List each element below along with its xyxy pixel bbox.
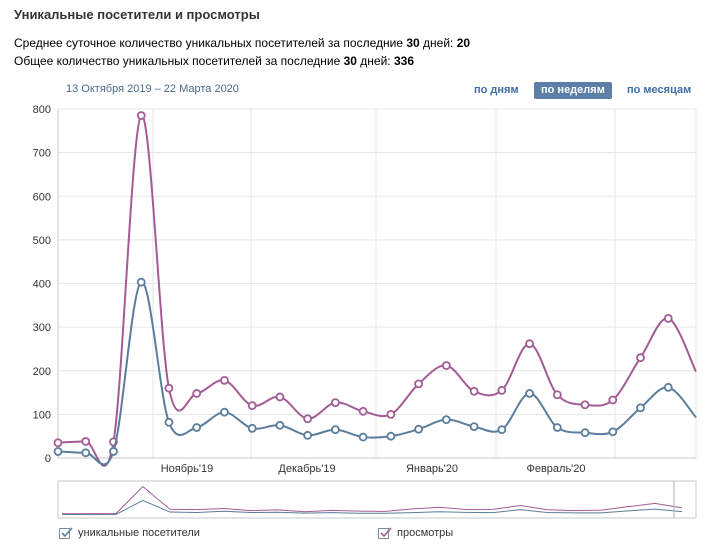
grid xyxy=(57,108,697,459)
series xyxy=(53,111,697,467)
x-tick-label: Декабрь'19 xyxy=(278,463,335,475)
data-point-views xyxy=(81,437,91,446)
navigator-line-visitors xyxy=(61,499,683,516)
y-tick-label: 800 xyxy=(33,104,51,116)
checkmark-icon xyxy=(61,526,73,537)
data-point-visitors xyxy=(386,431,396,441)
legend-views-toggle[interactable]: просмотры xyxy=(378,526,453,540)
date-range-label: 13 Октября 2019 – 22 Марта 2020 xyxy=(66,83,239,95)
views-checkbox[interactable] xyxy=(378,526,392,539)
x-tick-label: Январь'20 xyxy=(406,463,458,475)
data-point-views xyxy=(414,379,424,389)
y-tick-label: 100 xyxy=(33,409,51,421)
data-point-views xyxy=(663,313,673,323)
stat1-days: 30 xyxy=(406,36,420,50)
y-tick-label: 400 xyxy=(33,279,51,291)
data-point-views xyxy=(164,383,174,393)
checkmark-icon xyxy=(380,526,392,537)
data-point-views xyxy=(358,406,368,416)
data-point-visitors xyxy=(469,422,479,431)
data-point-views xyxy=(386,409,396,419)
stat2-value: 336 xyxy=(393,54,414,68)
data-point-visitors xyxy=(497,425,507,435)
visitors-checkbox[interactable] xyxy=(59,526,73,539)
data-point-views xyxy=(303,414,313,424)
data-point-views xyxy=(53,438,63,448)
data-point-views xyxy=(247,401,257,411)
data-point-visitors xyxy=(414,424,424,434)
data-point-views xyxy=(220,375,229,385)
legend-visitors-toggle[interactable]: уникальные посетители xyxy=(59,526,200,540)
data-point-views xyxy=(497,385,507,395)
legend-visitors-label: уникальные посетители xyxy=(78,527,200,539)
x-tick-label: Февраль'20 xyxy=(526,463,585,475)
y-tick-label: 300 xyxy=(33,322,51,334)
data-point-visitors xyxy=(81,448,91,458)
x-tick-label: Ноябрь'19 xyxy=(161,463,214,475)
y-tick-label: 200 xyxy=(33,366,51,378)
stat1-text: Среднее суточное количество уникальных п… xyxy=(14,36,407,50)
data-point-views xyxy=(192,389,202,398)
data-point-visitors xyxy=(358,432,368,442)
data-point-views xyxy=(441,361,451,370)
navigator-frame xyxy=(57,480,697,519)
data-point-visitors xyxy=(608,427,618,437)
data-point-visitors xyxy=(192,423,202,432)
data-point-visitors xyxy=(441,415,451,425)
data-point-views xyxy=(275,392,285,402)
data-point-visitors xyxy=(109,447,118,456)
stat1-mid: дней: xyxy=(419,36,457,50)
tab-by-day[interactable]: по дням xyxy=(474,84,519,96)
y-tick-label: 0 xyxy=(45,453,51,465)
chart-title: Уникальные посетители и просмотры xyxy=(14,7,260,22)
axes: 0 100 200 300 400 500 600 700 800 Ноябрь'19 Декабр… xyxy=(33,104,586,475)
data-point-visitors xyxy=(303,430,313,440)
y-tick-label: 600 xyxy=(33,191,51,203)
range-navigator[interactable] xyxy=(57,480,697,519)
legend-views-label: просмотры xyxy=(397,527,454,539)
data-point-visitors xyxy=(552,423,562,432)
data-point-visitors xyxy=(247,423,257,433)
tab-by-week[interactable]: по неделям xyxy=(534,82,612,99)
data-point-visitors xyxy=(663,382,673,392)
data-point-views xyxy=(330,398,340,407)
data-point-visitors xyxy=(164,417,174,427)
data-point-visitors xyxy=(53,447,63,456)
data-point-views xyxy=(525,339,534,349)
data-point-visitors xyxy=(330,425,340,435)
data-point-visitors xyxy=(636,403,645,413)
average-daily-visitors-stat: Среднее суточное количество уникальных п… xyxy=(14,36,470,50)
data-point-visitors xyxy=(220,407,229,417)
series-line-visitors xyxy=(57,281,697,466)
series-line-views xyxy=(57,114,697,467)
data-point-visitors xyxy=(525,389,534,398)
data-point-visitors xyxy=(580,428,590,438)
data-point-views xyxy=(469,386,479,396)
data-point-views xyxy=(608,395,618,405)
data-point-visitors xyxy=(275,420,285,430)
data-point-views xyxy=(580,400,590,410)
data-point-views xyxy=(636,353,645,363)
stat1-value: 20 xyxy=(456,36,471,50)
data-point-visitors xyxy=(136,277,146,287)
tab-by-month[interactable]: по месяцам xyxy=(627,84,692,96)
stat2-mid: дней: xyxy=(356,54,394,68)
y-tick-label: 700 xyxy=(33,148,51,160)
y-tick-label: 500 xyxy=(33,235,51,247)
navigator-line-views xyxy=(61,485,683,515)
stat2-days: 30 xyxy=(343,54,357,68)
total-visitors-stat: Общее количество уникальных посетителей … xyxy=(14,54,414,68)
data-point-views xyxy=(136,111,146,120)
data-point-views xyxy=(552,390,562,400)
stat2-text: Общее количество уникальных посетителей … xyxy=(14,54,344,68)
